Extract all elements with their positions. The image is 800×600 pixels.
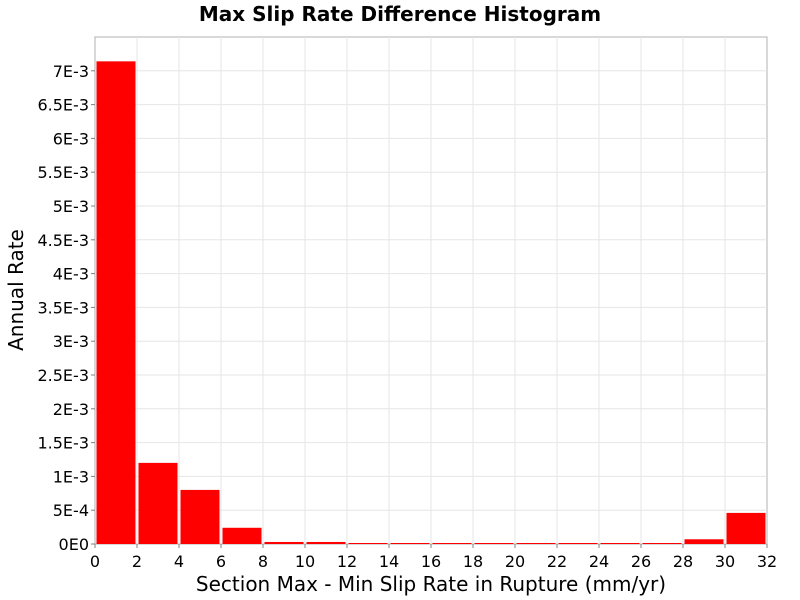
x-tick-label: 6 [216,552,226,571]
y-tick-label: 2.5E-3 [37,366,89,385]
y-tick-label: 5E-4 [53,501,89,520]
bars [96,61,766,544]
y-tick-label: 1.5E-3 [37,434,89,453]
y-tick-label: 6.5E-3 [37,96,89,115]
y-tick-label: 4E-3 [53,265,89,284]
y-tick-label: 6E-3 [53,129,89,148]
x-tick-label: 8 [258,552,268,571]
histogram-bar [264,541,304,544]
histogram-bar [390,543,430,544]
x-tick-label: 12 [337,552,357,571]
x-tick-label: 0 [90,552,100,571]
x-tick-label: 20 [505,552,525,571]
histogram-bar [516,543,556,544]
y-tick-label: 0E0 [59,535,89,554]
histogram-bar [600,543,640,544]
histogram-bar [474,543,514,544]
x-tick-label: 16 [421,552,441,571]
chart-title: Max Slip Rate Difference Histogram [199,2,601,26]
y-tick-label: 1E-3 [53,467,89,486]
x-tick-label: 4 [174,552,184,571]
histogram-bar [432,543,472,544]
y-tick-label: 5E-3 [53,197,89,216]
histogram-bar [684,539,724,544]
x-tick-label: 24 [589,552,609,571]
x-tick-label: 18 [463,552,483,571]
x-tick-label: 22 [547,552,567,571]
y-tick-label: 7E-3 [53,62,89,81]
x-tick-label: 14 [379,552,399,571]
histogram-bar [642,543,682,544]
x-tick-label: 2 [132,552,142,571]
x-tick-label: 28 [673,552,693,571]
y-tick-label: 2E-3 [53,400,89,419]
x-tick-label: 32 [757,552,777,571]
x-axis-label: Section Max - Min Slip Rate in Rupture (… [196,572,666,596]
histogram-bar [348,543,388,544]
x-tick-label: 10 [295,552,315,571]
x-axis-ticks: 0 2 4 6 8 10 12 14 16 18 20 22 24 26 28 30 32 [90,544,777,571]
x-tick-label: 30 [715,552,735,571]
histogram-bar [180,489,220,544]
histogram-bar [138,462,178,544]
y-axis-ticks: 0E0 5E-4 1E-3 1.5E-3 2E-3 2.5E-3 3E-3 3.5E-3 4E-… [37,62,95,554]
histogram-bar [558,543,598,544]
x-tick-label: 26 [631,552,651,571]
histogram-bar [96,61,136,544]
grid [95,37,767,544]
y-tick-label: 4.5E-3 [37,231,89,250]
y-axis-label: Annual Rate [4,229,28,351]
y-tick-label: 5.5E-3 [37,163,89,182]
histogram-bar [306,541,346,544]
histogram-bar [222,527,262,544]
y-tick-label: 3.5E-3 [37,298,89,317]
histogram-bar [726,512,766,544]
y-tick-label: 3E-3 [53,332,89,351]
